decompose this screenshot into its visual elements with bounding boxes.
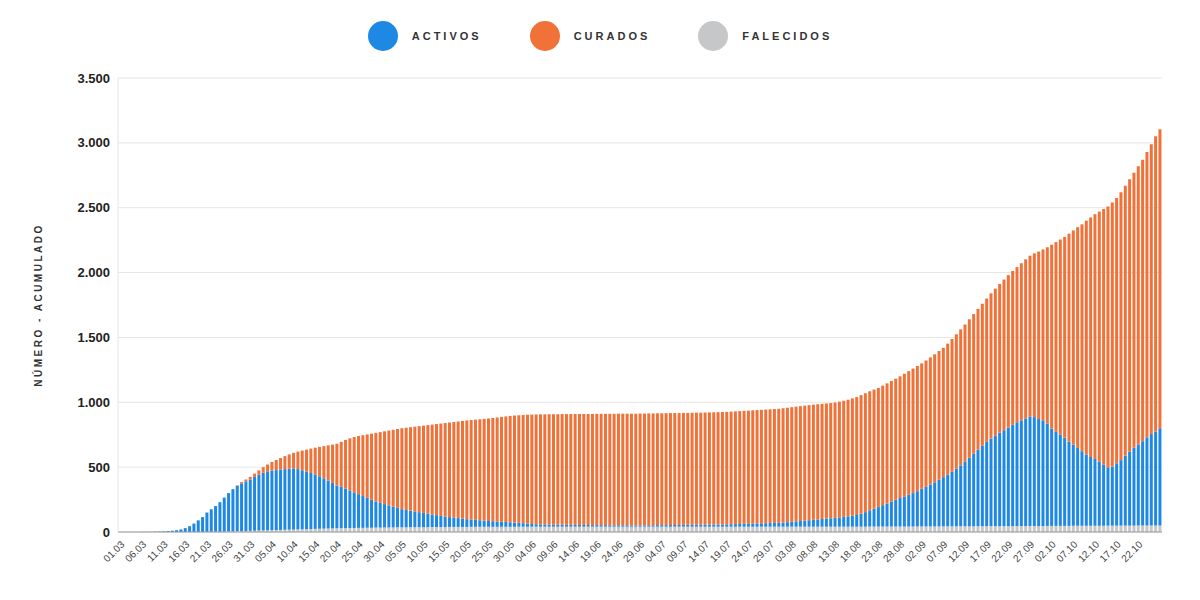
svg-text:16.03: 16.03 [166,538,192,564]
svg-text:09.06: 09.06 [534,538,560,564]
svg-text:06.03: 06.03 [123,538,149,564]
svg-text:17.09: 17.09 [968,538,994,564]
svg-text:28.08: 28.08 [881,538,907,564]
svg-text:2.000: 2.000 [77,265,110,280]
html-text:ACTIVOS: ACTIVOS [411,30,482,42]
svg-text:05.05: 05.05 [383,538,409,564]
svg-text:22.10: 22.10 [1119,538,1145,564]
svg-text:500: 500 [88,460,110,475]
svg-text:3.000: 3.000 [77,135,110,150]
svg-text:24.07: 24.07 [729,538,755,564]
svg-text:04.06: 04.06 [513,538,539,564]
svg-text:30.05: 30.05 [491,538,517,564]
svg-text:27.09: 27.09 [1011,538,1037,564]
svg-text:07.10: 07.10 [1054,538,1080,564]
svg-text:29.07: 29.07 [751,538,777,564]
svg-text:19.06: 19.06 [578,538,604,564]
svg-text:12.10: 12.10 [1076,538,1102,564]
svg-text:02.10: 02.10 [1032,538,1058,564]
svg-text:03.08: 03.08 [773,538,799,564]
svg-text:20.04: 20.04 [318,538,344,564]
svg-text:1.000: 1.000 [77,395,110,410]
svg-text:15.04: 15.04 [296,538,322,564]
svg-text:NÚMERO - ACUMULADO: NÚMERO - ACUMULADO [32,223,44,387]
svg-text:0: 0 [103,525,110,540]
html-text:FALECIDOS: FALECIDOS [742,30,833,42]
svg-text:19.07: 19.07 [708,538,734,564]
svg-text:02.09: 02.09 [903,538,929,564]
svg-text:2.500: 2.500 [77,200,110,215]
svg-text:31.03: 31.03 [231,538,257,564]
svg-text:14.06: 14.06 [556,538,582,564]
svg-text:30.04: 30.04 [361,538,387,564]
svg-text:08.08: 08.08 [794,538,820,564]
svg-text:07.09: 07.09 [924,538,950,564]
svg-text:24.06: 24.06 [599,538,625,564]
svg-text:29.06: 29.06 [621,538,647,564]
svg-text:22.09: 22.09 [989,538,1015,564]
svg-text:10.04: 10.04 [274,538,300,564]
svg-text:25.05: 25.05 [469,538,495,564]
svg-text:1.500: 1.500 [77,330,110,345]
svg-text:17.10: 17.10 [1097,538,1123,564]
svg-text:25.04: 25.04 [339,538,365,564]
svg-text:23.08: 23.08 [859,538,885,564]
svg-text:13.08: 13.08 [816,538,842,564]
svg-text:11.03: 11.03 [145,538,170,563]
svg-text:10.05: 10.05 [404,538,430,564]
svg-text:3.500: 3.500 [77,71,110,86]
svg-text:05.04: 05.04 [253,538,279,564]
svg-text:12.09: 12.09 [946,538,972,564]
svg-text:09.07: 09.07 [664,538,690,564]
svg-text:14.07: 14.07 [686,538,712,564]
svg-text:26.03: 26.03 [209,538,235,564]
svg-text:21.03: 21.03 [188,538,214,564]
html-text:CURADOS: CURADOS [573,30,651,42]
svg-text:18.08: 18.08 [838,538,864,564]
svg-text:04.07: 04.07 [643,538,669,564]
svg-text:01.03: 01.03 [101,538,127,564]
svg-text:20.05: 20.05 [448,538,474,564]
svg-text:15.05: 15.05 [426,538,452,564]
